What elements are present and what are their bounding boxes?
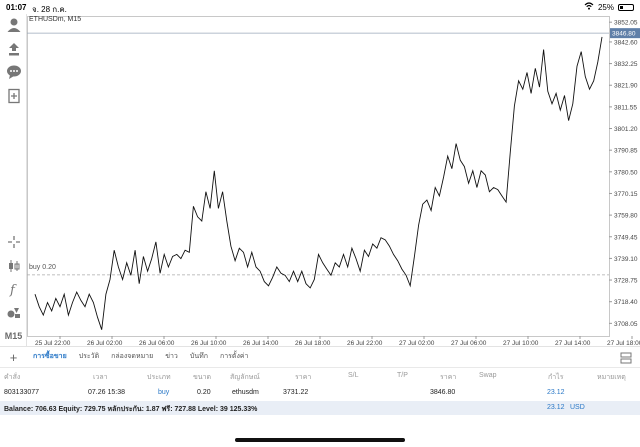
left-toolbar: f M15 — [0, 14, 27, 346]
col-swap: Swap — [479, 372, 497, 379]
y-tick-label: 3749.45 — [614, 234, 638, 241]
chart-symbol-label: ETHUSDm, M15 — [29, 16, 82, 23]
price-series-line — [34, 36, 603, 330]
cell-price: 3846.80 — [430, 389, 456, 396]
y-tick-label: 3759.80 — [614, 213, 638, 220]
status-date: จ. 28 ก.ค. — [32, 5, 67, 14]
cell-time: 07.26 15:38 — [88, 389, 125, 396]
x-tick-label: 27 Jul 14:00 — [555, 340, 591, 346]
balance-bar: Balance: 706.63 Equity: 729.75 หลักประกั… — [0, 401, 640, 415]
y-tick-label: 3821.90 — [614, 83, 638, 90]
y-tick-label: 3770.15 — [614, 191, 638, 198]
x-tick-label: 26 Jul 18:00 — [295, 340, 331, 346]
objects-icon[interactable] — [3, 303, 24, 321]
col-volume: ขนาด — [193, 374, 212, 381]
add-icon[interactable]: + — [9, 349, 18, 365]
trade-table: คำสั่ง เวลา ประเภท ขนาด สัญลักษณ์ ราคา S… — [0, 368, 640, 401]
x-tick-label: 26 Jul 02:00 — [87, 340, 123, 346]
tab-settings[interactable]: การตั้งค่า — [219, 353, 249, 360]
status-bar: 01:07 จ. 28 ก.ค. 25% — [0, 0, 640, 14]
new-chart-icon[interactable] — [3, 87, 24, 105]
x-tick-label: 27 Jul 18:00 — [607, 340, 640, 346]
balance-summary: Balance: 706.63 Equity: 729.75 หลักประกั… — [4, 406, 258, 413]
toolbox-tabs: + การซื้อขาย ประวัติ กล่องจดหมาย ข่าว บั… — [0, 346, 640, 368]
x-tick-label: 26 Jul 22:00 — [347, 340, 383, 346]
table-row[interactable]: 803133077 07.26 15:38 buy 0.20 ethusdm 3… — [0, 384, 640, 401]
y-tick-label: 3790.85 — [614, 148, 638, 155]
col-open-price: ราคา — [295, 374, 312, 381]
y-tick-label: 3739.10 — [614, 256, 638, 263]
indicators-icon[interactable]: f — [3, 280, 24, 298]
chart-canvas[interactable]: 3852.05 3842.60 3832.25 3821.90 3811.55 3801.… — [27, 14, 640, 346]
account-icon[interactable] — [3, 16, 24, 34]
tab-history[interactable]: ประวัติ — [78, 353, 100, 360]
x-tick-label: 26 Jul 10:00 — [191, 340, 227, 346]
cell-symbol: ethusdm — [232, 389, 259, 396]
y-tick-label: 3718.40 — [614, 299, 638, 306]
cell-volume: 0.20 — [197, 389, 211, 396]
table-header: คำสั่ง เวลา ประเภท ขนาด สัญลักษณ์ ราคา S… — [0, 368, 640, 384]
col-profit: กำไร — [548, 374, 564, 381]
total-profit: 23.12 — [547, 404, 565, 411]
current-price-tag — [610, 28, 640, 39]
battery-icon — [618, 3, 634, 11]
col-type: ประเภท — [147, 374, 171, 381]
svg-text:f: f — [9, 283, 17, 297]
x-tick-label: 26 Jul 14:00 — [243, 340, 279, 346]
cell-type: buy — [158, 389, 170, 396]
chat-icon[interactable] — [3, 63, 24, 81]
y-tick-label: 3852.05 — [614, 20, 638, 27]
x-tick-label: 27 Jul 02:00 — [399, 340, 435, 346]
battery-percent: 25% — [597, 2, 614, 12]
col-tp: T/P — [397, 372, 408, 379]
x-tick-label: 26 Jul 06:00 — [139, 340, 175, 346]
buy-order-label: buy 0.20 — [29, 264, 56, 271]
y-tick-label: 3728.75 — [614, 278, 638, 285]
y-tick-label: 3801.20 — [614, 126, 638, 133]
cell-order: 803133077 — [4, 389, 40, 396]
candlestick-icon[interactable] — [3, 257, 24, 275]
y-tick-label: 3842.60 — [614, 39, 638, 46]
cell-profit: 23.12 — [547, 389, 565, 396]
crosshair-icon[interactable] — [3, 233, 24, 251]
currency-label: USD — [570, 404, 585, 411]
cell-open-price: 3731.22 — [283, 389, 309, 396]
x-tick-label: 27 Jul 06:00 — [451, 340, 487, 346]
y-tick-label: 3708.05 — [614, 321, 638, 328]
col-comment: หมายเหตุ — [597, 374, 626, 381]
tab-mailbox[interactable]: กล่องจดหมาย — [111, 353, 154, 360]
x-tick-label: 25 Jul 22:00 — [35, 340, 71, 346]
timeframe-button[interactable]: M15 — [4, 331, 23, 341]
y-tick-label: 3832.25 — [614, 61, 638, 68]
plot-border — [27, 16, 610, 337]
tab-news[interactable]: ข่าว — [165, 353, 178, 360]
status-right: 25% — [584, 2, 634, 12]
col-order: คำสั่ง — [4, 374, 21, 381]
current-price-label: 3846.80 — [612, 31, 636, 38]
tab-trade[interactable]: การซื้อขาย — [33, 353, 67, 360]
wifi-icon — [584, 2, 594, 12]
col-sl: S/L — [348, 372, 359, 379]
y-tick-label: 3780.50 — [614, 169, 638, 176]
home-indicator — [235, 438, 405, 442]
tab-journal[interactable]: บันทึก — [189, 353, 208, 360]
x-tick-label: 27 Jul 10:00 — [503, 340, 539, 346]
trade-arrows-icon[interactable] — [3, 40, 24, 58]
col-price: ราคา — [440, 374, 457, 381]
col-time: เวลา — [93, 374, 108, 381]
col-symbol: สัญลักษณ์ — [230, 374, 260, 381]
y-tick-label: 3811.55 — [614, 104, 637, 111]
status-time: 01:07 — [6, 3, 27, 12]
price-chart[interactable]: 3852.05 3842.60 3832.25 3821.90 3811.55 3801.… — [27, 14, 640, 346]
layout-toggle-icon[interactable] — [620, 352, 632, 364]
